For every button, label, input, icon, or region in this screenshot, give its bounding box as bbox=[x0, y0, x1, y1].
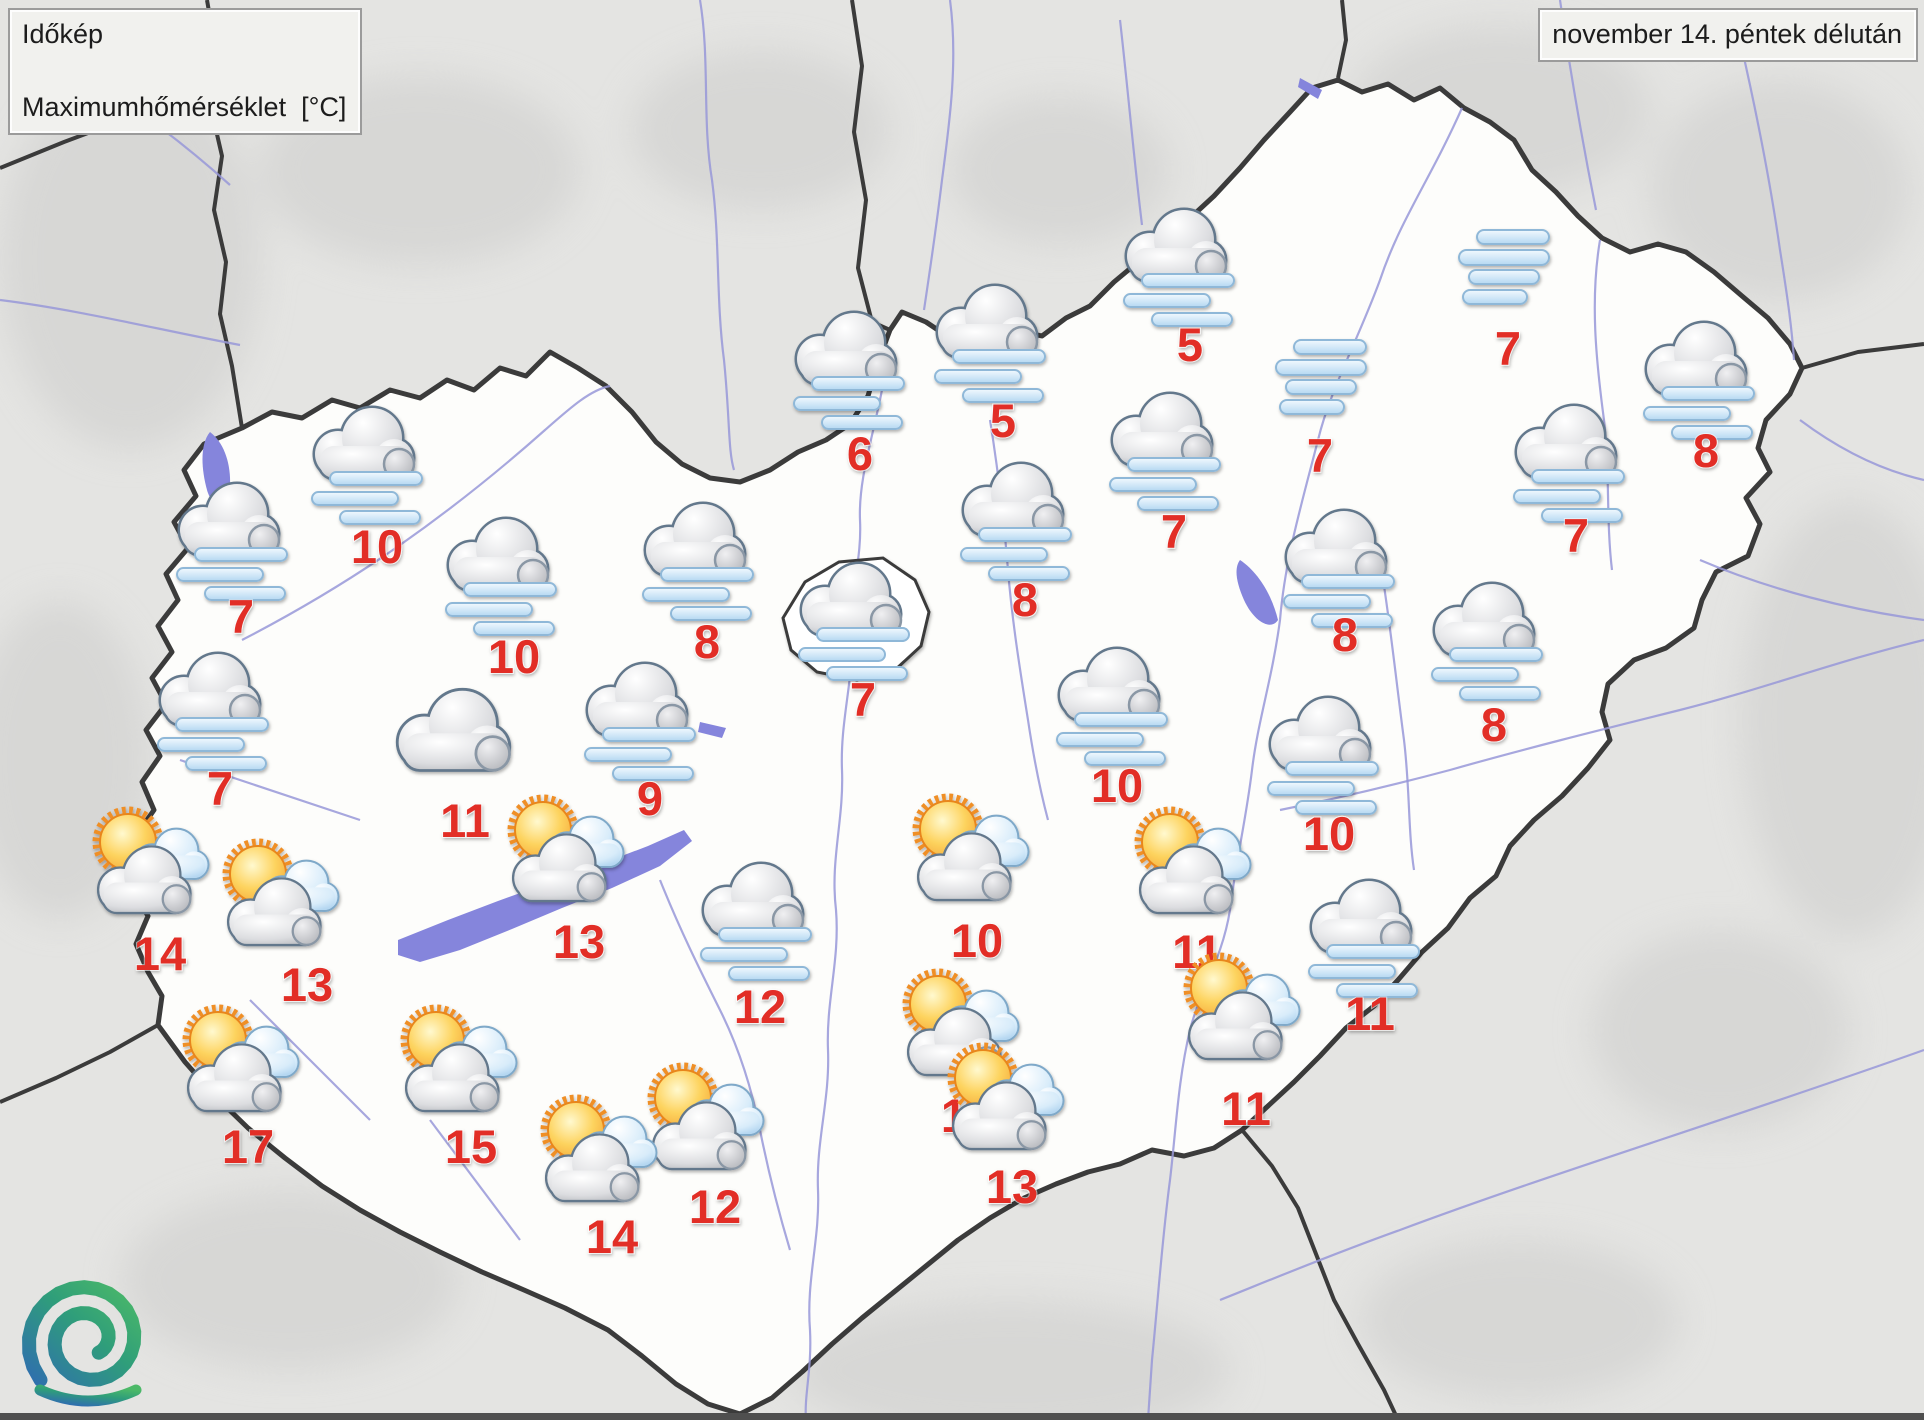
weather-station: 8 bbox=[1284, 511, 1394, 662]
weather-station: 7 bbox=[1458, 229, 1550, 376]
weather-station: 13 bbox=[512, 799, 623, 969]
temperature-label: 7 bbox=[1161, 505, 1187, 558]
temperature-label: 7 bbox=[228, 590, 254, 643]
weather-station: 12 bbox=[652, 1067, 763, 1234]
weather-station: 11 bbox=[1188, 957, 1299, 1136]
weather-station: 7 bbox=[158, 654, 268, 816]
temperature-label: 9 bbox=[637, 772, 663, 825]
temperature-label: 7 bbox=[1563, 509, 1589, 562]
map-subtitle: Maximumhőmérséklet [°C] bbox=[22, 91, 347, 122]
weather-station: 11 bbox=[1309, 881, 1419, 1041]
danube-river bbox=[804, 351, 890, 1420]
stations-layer: 5 5 6 7 7 8 7 10 7 7 8 8 10 7 8 7 10 8 11 9 10 14 13 13 12 10 11 11… bbox=[97, 210, 1754, 1264]
temperature-label: 14 bbox=[134, 927, 186, 980]
weather-station: 6 bbox=[794, 313, 904, 481]
temperature-label: 12 bbox=[689, 1180, 741, 1233]
forecast-date: november 14. péntek délután bbox=[1552, 19, 1902, 49]
weather-station: 10 bbox=[312, 408, 422, 574]
weather-station: 10 bbox=[446, 519, 556, 684]
temperature-label: 7 bbox=[1307, 429, 1333, 482]
weather-station: 11 bbox=[399, 691, 510, 848]
temperature-label: 13 bbox=[553, 915, 605, 968]
weather-station: 7 bbox=[1514, 406, 1624, 563]
weather-station: 13 bbox=[227, 843, 338, 1012]
temperature-label: 13 bbox=[986, 1160, 1038, 1213]
bottom-edge-line bbox=[0, 1413, 1924, 1420]
weather-station: 15 bbox=[405, 1009, 516, 1174]
weather-station: 10 bbox=[1057, 649, 1167, 813]
weather-station: 12 bbox=[701, 864, 811, 1034]
weather-station: 7 bbox=[1275, 339, 1367, 483]
weather-station: 8 bbox=[1644, 323, 1754, 478]
temperature-label: 7 bbox=[850, 673, 876, 726]
temperature-label: 11 bbox=[440, 794, 490, 847]
temperature-label: 5 bbox=[1177, 318, 1203, 371]
temperature-label: 8 bbox=[1332, 608, 1358, 661]
temperature-label: 8 bbox=[1012, 573, 1038, 626]
temperature-label: 12 bbox=[734, 980, 786, 1033]
temperature-label: 6 bbox=[847, 427, 873, 480]
weather-station: 7 bbox=[1110, 394, 1220, 559]
temperature-label: 8 bbox=[694, 615, 720, 668]
temperature-label: 15 bbox=[445, 1120, 497, 1173]
weather-station: 7 bbox=[177, 484, 287, 644]
title-box: Időkép Maximumhőmérséklet [°C] bbox=[8, 8, 363, 136]
temperature-label: 10 bbox=[1091, 759, 1143, 812]
temperature-label: 7 bbox=[207, 762, 233, 815]
weather-station: 5 bbox=[1124, 210, 1234, 372]
tisza-lake bbox=[1236, 560, 1278, 625]
tisza-river bbox=[1146, 107, 1464, 1420]
weather-station: 10 bbox=[917, 798, 1028, 968]
temperature-label: 10 bbox=[951, 914, 1003, 967]
temperature-label: 14 bbox=[586, 1210, 638, 1263]
date-box: november 14. péntek délután bbox=[1538, 8, 1918, 63]
temperature-label: 10 bbox=[1303, 807, 1355, 860]
weather-station: 8 bbox=[643, 504, 753, 669]
idokep-logo bbox=[22, 1280, 142, 1407]
velencei-lake bbox=[698, 722, 726, 738]
temperature-label: 13 bbox=[281, 958, 333, 1011]
weather-station: 8 bbox=[1432, 584, 1542, 752]
temperature-label: 7 bbox=[1495, 322, 1521, 375]
weather-station: 10 bbox=[1268, 698, 1378, 861]
temperature-label: 17 bbox=[222, 1120, 274, 1173]
temperature-label: 5 bbox=[990, 394, 1016, 447]
weather-station: 5 bbox=[935, 286, 1045, 448]
weather-station: 17 bbox=[187, 1009, 298, 1174]
weather-station: 14 bbox=[545, 1099, 656, 1264]
temperature-label: 10 bbox=[488, 630, 540, 683]
temperature-label: 11 bbox=[1345, 987, 1395, 1040]
weather-station: 8 bbox=[961, 464, 1071, 627]
weather-station: 7 bbox=[783, 558, 929, 727]
weather-station: 9 bbox=[585, 664, 695, 826]
temperature-label: 10 bbox=[351, 520, 403, 573]
weather-station: 14 bbox=[97, 811, 208, 981]
temperature-label: 8 bbox=[1481, 698, 1507, 751]
weather-station: 13 bbox=[952, 1047, 1063, 1214]
app-title: Időkép bbox=[22, 19, 104, 49]
temperature-label: 11 bbox=[1221, 1082, 1271, 1135]
temperature-label: 8 bbox=[1693, 424, 1719, 477]
